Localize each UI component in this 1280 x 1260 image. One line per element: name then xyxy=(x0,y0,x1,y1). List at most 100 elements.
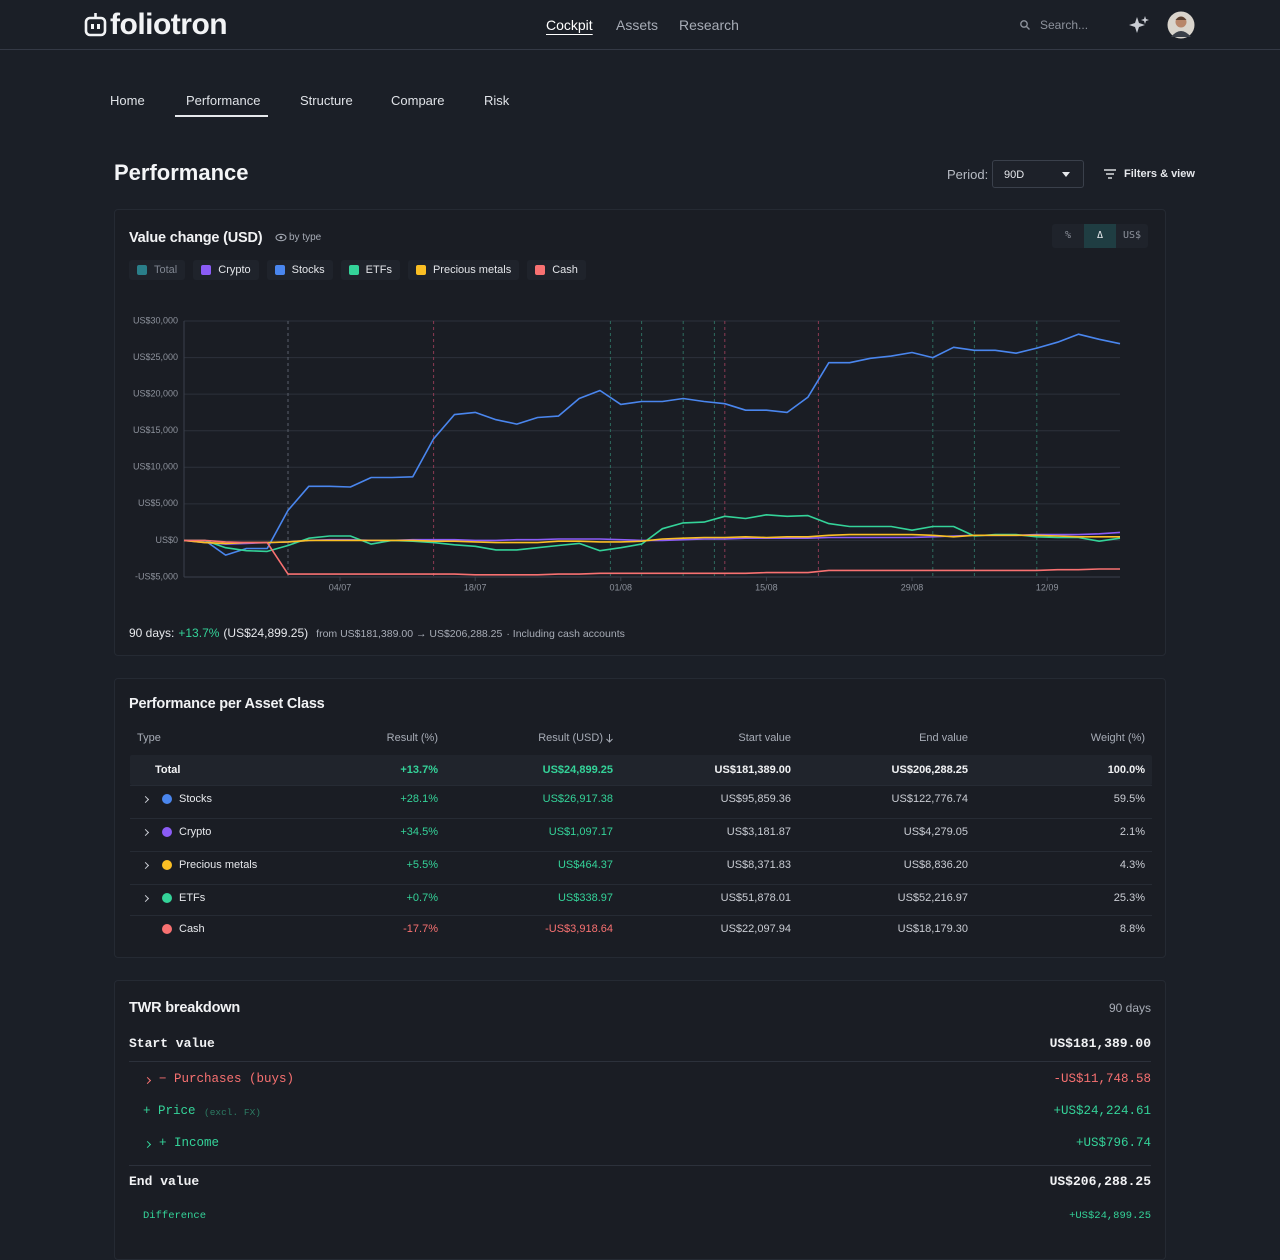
row-separator xyxy=(130,785,1152,786)
legend-swatch xyxy=(348,265,359,275)
filters-button[interactable]: Filters & view xyxy=(1124,168,1195,180)
legend-item[interactable]: Stocks xyxy=(266,260,333,280)
nav-link[interactable]: Assets xyxy=(616,17,659,33)
table-cell: US$1,097.17 xyxy=(548,826,613,838)
legend-item[interactable]: Crypto xyxy=(193,260,259,280)
legend-swatch xyxy=(274,265,285,275)
legend-item[interactable]: Precious metals xyxy=(407,260,520,280)
type-dot xyxy=(162,924,172,934)
twr-period: 90 days xyxy=(1108,1001,1151,1015)
top-bar: foliotron Search... Cockpit Assets Researc… xyxy=(0,0,1280,50)
table-cell: US$206,288.25 xyxy=(891,764,968,776)
type-dot xyxy=(162,860,172,870)
difference-label: Difference xyxy=(143,1210,207,1222)
twr-title: TWR breakdown xyxy=(129,1000,240,1016)
tab[interactable]: Risk xyxy=(484,93,510,108)
tab[interactable]: Structure xyxy=(300,93,353,108)
legend-label: Crypto xyxy=(218,264,251,276)
table-cell: US$181,389.00 xyxy=(714,764,791,776)
summary-note: · Including cash accounts xyxy=(506,628,625,640)
column-header[interactable]: End value xyxy=(919,732,968,744)
row-type: Crypto xyxy=(179,826,212,838)
mode-toggle[interactable]: Δ xyxy=(1084,224,1116,248)
twr-item-label: − Purchases (buys) xyxy=(159,1072,295,1086)
chart-card: Value change (USD) by type % Δ US$ Total Cr… xyxy=(114,209,1166,656)
expand-chevron[interactable] xyxy=(143,1076,152,1085)
y-tick-label: US$20,000 xyxy=(133,389,178,399)
tab[interactable]: Compare xyxy=(391,93,445,108)
y-tick-label: US$5,000 xyxy=(138,498,178,508)
nav-link[interactable]: Cockpit xyxy=(546,17,593,33)
tab[interactable]: Performance xyxy=(186,93,261,108)
sort-icon xyxy=(606,734,613,743)
type-dot xyxy=(162,827,172,837)
separator xyxy=(129,1165,1151,1166)
legend-swatch xyxy=(535,265,546,275)
mode-toggle[interactable]: % xyxy=(1064,230,1072,241)
expand-chevron[interactable] xyxy=(141,894,150,903)
table-cell: 25.3% xyxy=(1113,892,1145,904)
twr-card: TWR breakdown 90 days Start value US$181,… xyxy=(114,980,1166,1260)
row-separator xyxy=(130,915,1152,916)
table-cell: US$51,878.01 xyxy=(720,892,791,904)
column-header[interactable]: Start value xyxy=(738,732,791,744)
table-cell: US$26,917.38 xyxy=(542,793,613,805)
page-title: Performance xyxy=(114,160,249,185)
group-toggle[interactable]: by type xyxy=(289,232,322,243)
row-separator xyxy=(130,818,1152,819)
legend-label: Total xyxy=(154,264,178,276)
summary: 90 days: +13.7% (US$24,899.25) from US$1… xyxy=(129,626,625,640)
table-cell: 8.8% xyxy=(1119,923,1145,935)
x-tick-label: 15/08 xyxy=(755,582,778,592)
column-header[interactable]: Result (%) xyxy=(386,732,438,744)
expand-chevron[interactable] xyxy=(141,795,150,804)
legend-item[interactable]: Cash xyxy=(527,260,586,280)
table-cell: US$8,836.20 xyxy=(903,859,968,871)
nav-link[interactable]: Research xyxy=(679,17,739,33)
table-cell: US$464.37 xyxy=(557,859,613,871)
logo[interactable]: foliotron xyxy=(110,8,228,41)
table-cell: 59.5% xyxy=(1113,793,1145,805)
y-tick-label: US$25,000 xyxy=(133,352,178,362)
logo-icon xyxy=(84,13,107,37)
table-cell: US$4,279.05 xyxy=(903,826,968,838)
table-cell: US$3,181.87 xyxy=(726,826,791,838)
ai-button[interactable] xyxy=(1128,14,1150,36)
avatar[interactable] xyxy=(1167,11,1195,39)
twr-item-value: +US$796.74 xyxy=(1075,1136,1151,1150)
series-line xyxy=(183,533,1120,545)
expand-chevron[interactable] xyxy=(141,861,150,870)
expand-chevron[interactable] xyxy=(143,1140,152,1149)
row-separator xyxy=(130,851,1152,852)
row-type: ETFs xyxy=(179,892,206,904)
table-cell: +13.7% xyxy=(400,764,438,776)
table-cell: US$18,179.30 xyxy=(897,923,968,935)
column-header[interactable]: Result (USD) xyxy=(538,732,613,744)
legend-label: Cash xyxy=(552,264,578,276)
chart-title: Value change (USD) xyxy=(129,230,263,246)
y-tick-label: US$0 xyxy=(155,535,178,545)
legend-swatch xyxy=(201,265,212,275)
tab[interactable]: Home xyxy=(110,93,145,108)
table-cell: 2.1% xyxy=(1119,826,1145,838)
legend-swatch xyxy=(415,265,426,275)
twr-item-label: + Income xyxy=(159,1136,220,1150)
table-cell: US$338.97 xyxy=(557,892,613,904)
row-type: Cash xyxy=(179,923,205,935)
summary-pct: +13.7% xyxy=(178,626,220,640)
table-cell: 4.3% xyxy=(1119,859,1145,871)
difference-value: +US$24,899.25 xyxy=(1069,1210,1151,1222)
search-input[interactable]: Search... xyxy=(1040,18,1089,32)
legend-item[interactable]: ETFs xyxy=(340,260,400,280)
end-value: US$206,288.25 xyxy=(1049,1174,1151,1189)
legend-item[interactable]: Total xyxy=(129,260,186,280)
expand-chevron[interactable] xyxy=(141,828,150,837)
type-dot xyxy=(162,893,172,903)
legend-swatch xyxy=(137,265,147,275)
mode-toggle[interactable]: US$ xyxy=(1122,230,1142,241)
table-row xyxy=(130,755,1152,785)
period-select[interactable]: 90D xyxy=(992,160,1084,188)
column-header[interactable]: Weight (%) xyxy=(1090,732,1145,744)
y-tick-label: -US$5,000 xyxy=(135,571,178,581)
